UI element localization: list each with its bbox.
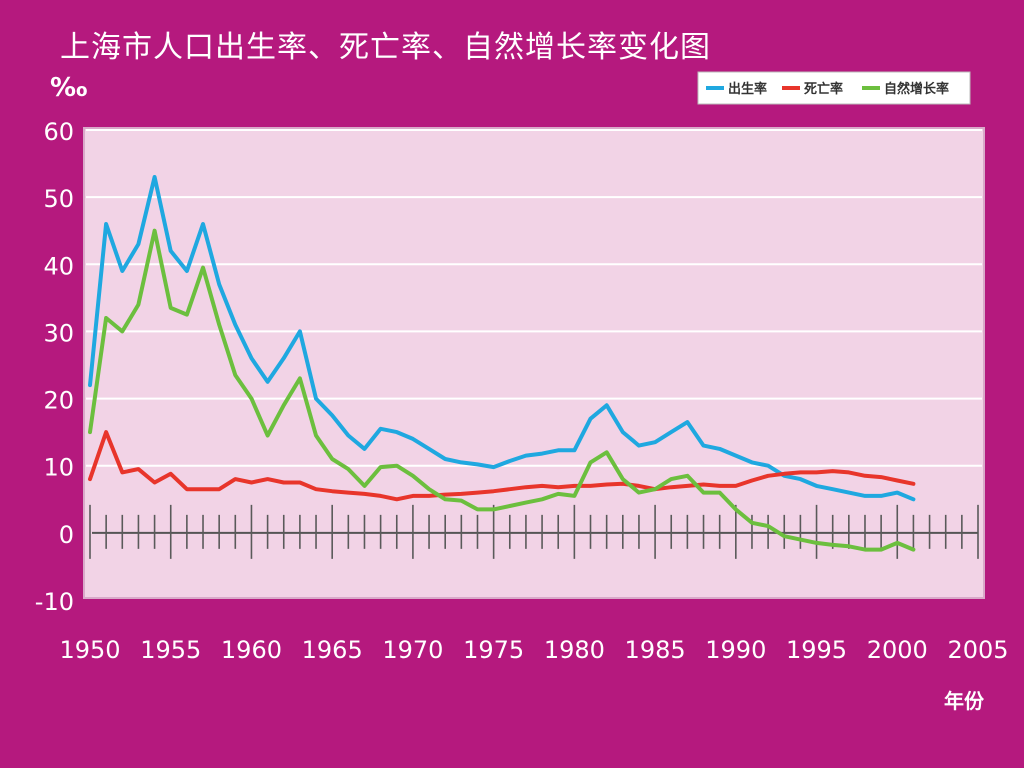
y-tick-label: 10 [43,454,74,482]
y-tick-label: -10 [35,588,74,616]
x-tick-label: 1990 [705,636,766,664]
legend-box [697,71,971,105]
y-tick-label: 60 [43,118,74,146]
legend: 出生率 死亡率 自然增长率 [697,71,971,105]
legend-label-2: 死亡率 [804,81,843,97]
y-tick-label: 40 [43,252,74,280]
slide-title: 上海市人口出生率、死亡率、自然增长率变化图 [60,30,711,65]
x-tick-label: 1970 [382,636,443,664]
y-tick-label: 0 [59,521,74,549]
chart-frame [83,127,985,599]
x-tick-label: 2005 [947,636,1008,664]
legend-label-1: 出生率 [728,81,767,97]
label-layer: -10 0 10 20 30 40 50 60 1950 1955 1960 1965 1970 1975… [35,73,1009,713]
series-line-1 [88,175,916,502]
x-tick-label: 1950 [59,636,120,664]
tick-layer [89,504,979,559]
x-tick-label: 1960 [221,636,282,664]
grid-layer [86,129,982,467]
x-tick-label: 1975 [463,636,524,664]
x-tick-label: 2000 [867,636,928,664]
x-tick-label: 1965 [302,636,363,664]
x-tick-label: 1995 [786,636,847,664]
legend-label-3: 自然增长率 [884,81,949,97]
x-tick-label: 1980 [544,636,605,664]
y-tick-label: 50 [43,185,74,213]
x-tick-label: 1985 [625,636,686,664]
x-tick-label: 1955 [140,636,201,664]
series-line-2 [88,430,916,502]
y-axis-label: ‰ [50,73,87,103]
series-layer [88,175,916,552]
series-line-3 [88,228,916,552]
x-axis-label: 年份 [944,689,985,713]
y-tick-label: 30 [43,319,74,347]
y-tick-label: 20 [43,387,74,415]
